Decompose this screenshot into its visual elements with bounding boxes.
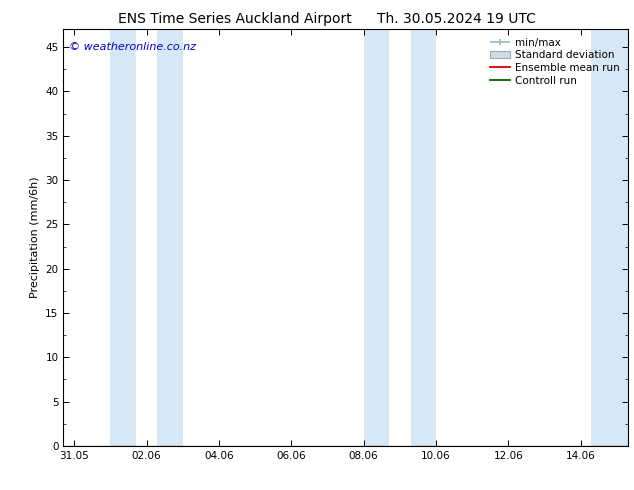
Y-axis label: Precipitation (mm/6h): Precipitation (mm/6h) (30, 177, 40, 298)
Text: Th. 30.05.2024 19 UTC: Th. 30.05.2024 19 UTC (377, 12, 536, 26)
Bar (364, 29, 389, 446)
Bar (157, 29, 183, 446)
Bar (110, 29, 136, 446)
Text: ENS Time Series Auckland Airport: ENS Time Series Auckland Airport (118, 12, 351, 26)
Bar (411, 29, 436, 446)
Legend: min/max, Standard deviation, Ensemble mean run, Controll run: min/max, Standard deviation, Ensemble me… (486, 35, 623, 89)
Text: © weatheronline.co.nz: © weatheronline.co.nz (69, 42, 196, 52)
Bar (592, 29, 628, 446)
